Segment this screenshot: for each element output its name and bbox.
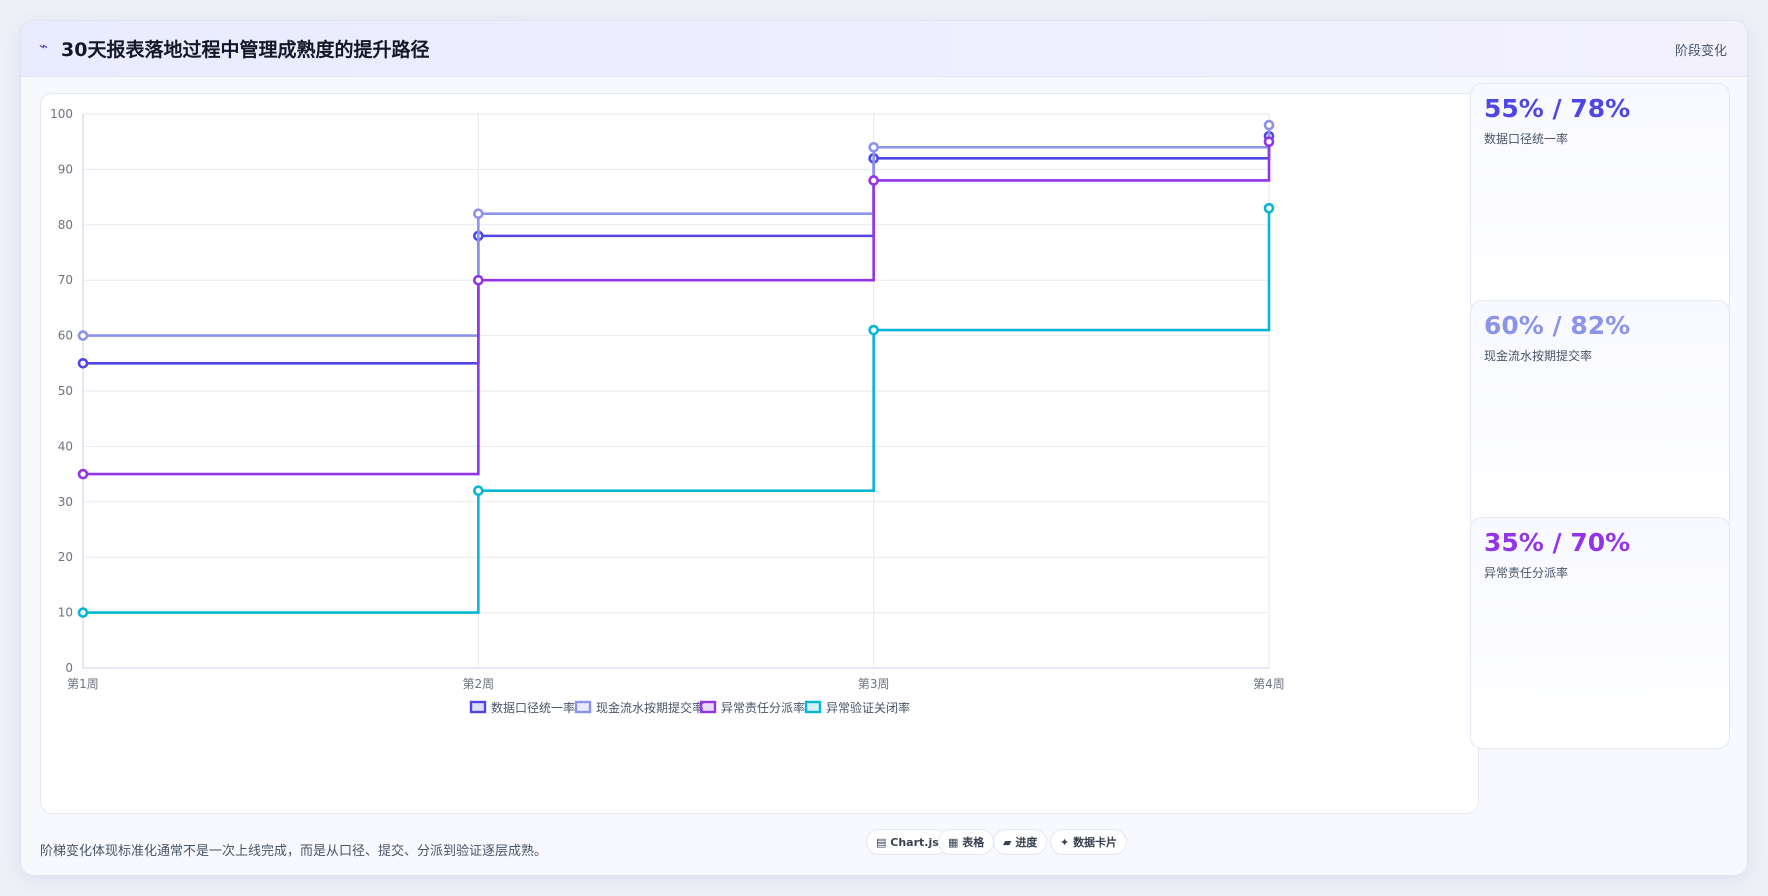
card-header: ⌁ 30天报表落地过程中管理成熟度的提升路径 阶段变化 xyxy=(21,21,1747,77)
kpi-value: 35% / 70% xyxy=(1484,528,1631,557)
data-point xyxy=(77,330,89,341)
legend-swatch xyxy=(469,700,487,714)
step-line-chart: 0 10 20 30 40 50 60 70 80 90 100 第1周 第2周 第3周 第4周数据口径统一… xyxy=(50,107,1285,715)
chip-chartjs[interactable]: ▤ Chart.js xyxy=(866,829,949,855)
y-tick-label: 40 xyxy=(58,439,73,453)
data-point xyxy=(77,607,89,618)
kpi-card-2: 60% / 82% 现金流水按期提交率 xyxy=(1470,300,1730,532)
y-tick-label: 20 xyxy=(58,550,73,564)
trend-icon: ⌁ xyxy=(39,37,49,55)
kpi-card-1: 55% / 78% 数据口径统一率 xyxy=(1470,83,1730,315)
y-tick-label: 0 xyxy=(65,661,73,675)
data-point xyxy=(868,175,879,186)
chip-table[interactable]: ▦ 表格 xyxy=(938,829,995,855)
x-tick-label: 第3周 xyxy=(858,677,890,691)
y-tick-label: 80 xyxy=(58,218,73,232)
kpi-value: 60% / 82% xyxy=(1484,311,1631,340)
chip-data-card[interactable]: ✦ 数据卡片 xyxy=(1050,829,1128,855)
stage-change-label: 阶段变化 xyxy=(1674,44,1727,59)
data-point xyxy=(473,274,484,286)
chip-label: 表格 xyxy=(962,836,985,849)
data-point xyxy=(868,324,879,336)
table-icon: ▦ xyxy=(948,836,959,849)
x-tick-label: 第2周 xyxy=(463,677,495,691)
legend-swatch xyxy=(804,700,822,714)
legend-label: 现金流水按期提交率 xyxy=(596,700,704,715)
kpi-label: 现金流水按期提交率 xyxy=(1484,349,1593,363)
data-point xyxy=(1263,119,1275,131)
y-tick-label: 10 xyxy=(58,606,73,620)
chip-label: 进度 xyxy=(1015,836,1038,849)
series-line xyxy=(83,141,1271,476)
page-title: 30天报表落地过程中管理成熟度的提升路径 xyxy=(61,39,430,61)
report-card: ⌁ 30天报表落地过程中管理成熟度的提升路径 阶段变化 0 10 20 30 40 50 6… xyxy=(20,20,1748,876)
legend-label: 数据口径统一率 xyxy=(491,700,575,715)
chip-progress[interactable]: ▰ 进度 xyxy=(993,829,1048,855)
y-tick-label: 60 xyxy=(58,329,73,343)
chart-panel: 0 10 20 30 40 50 60 70 80 90 100 第1周 第2周 第3周 第4周数据口径统一… xyxy=(40,93,1479,814)
y-tick-label: 100 xyxy=(50,107,73,121)
data-point xyxy=(473,208,484,220)
y-tick-label: 50 xyxy=(58,384,73,398)
data-point xyxy=(77,357,89,369)
x-tick-label: 第4周 xyxy=(1253,677,1285,691)
data-point xyxy=(77,468,89,480)
data-point xyxy=(1263,202,1275,214)
legend-swatch xyxy=(699,700,717,714)
sparkle-icon: ✦ xyxy=(1060,836,1070,849)
kpi-label: 数据口径统一率 xyxy=(1484,132,1569,146)
progress-icon: ▰ xyxy=(1003,836,1012,849)
kpi-label: 异常责任分派率 xyxy=(1484,566,1569,580)
kpi-card-3: 35% / 70% 异常责任分派率 xyxy=(1470,517,1730,749)
kpi-value: 55% / 78% xyxy=(1484,94,1631,123)
y-tick-label: 70 xyxy=(58,273,73,287)
data-point xyxy=(868,141,879,153)
y-tick-label: 90 xyxy=(58,162,73,176)
legend-label: 异常责任分派率 xyxy=(721,700,805,715)
footer-note: 阶梯变化体现标准化通常不是一次上线完成，而是从口径、提交、分派到验证逐层成熟。 xyxy=(40,844,548,859)
chip-label: 数据卡片 xyxy=(1073,836,1118,849)
series-line xyxy=(83,208,1271,614)
y-tick-label: 30 xyxy=(58,495,73,509)
legend-swatch xyxy=(574,700,592,714)
chip-label: Chart.js xyxy=(890,836,939,849)
series-line xyxy=(83,125,1271,337)
data-point xyxy=(1263,136,1275,148)
data-point xyxy=(473,485,484,497)
legend-label: 异常验证关闭率 xyxy=(826,700,910,715)
x-tick-label: 第1周 xyxy=(67,677,99,691)
chart-icon: ▤ xyxy=(876,836,887,849)
